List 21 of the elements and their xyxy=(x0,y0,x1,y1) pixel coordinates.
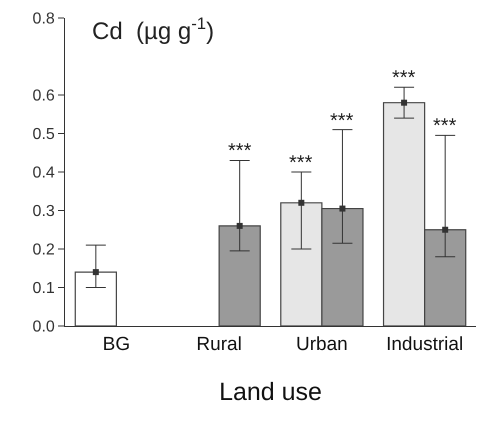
x-tick-label: Urban xyxy=(296,334,348,355)
annotation: *** xyxy=(289,152,313,174)
annotation: *** xyxy=(330,110,354,132)
chart-title: Cd (µg g$^{-1}$) xyxy=(92,14,214,46)
y-tick-label: 0.0 xyxy=(32,318,55,336)
bar xyxy=(218,225,261,326)
y-tick-label: 0.6 xyxy=(32,88,55,105)
annotation: *** xyxy=(433,115,457,137)
y-tick-label: 0.8 xyxy=(32,10,55,28)
bar xyxy=(74,272,117,326)
y-tick-label: 0.2 xyxy=(32,242,55,259)
x-axis-title: Land use xyxy=(219,378,322,406)
x-tick-label: Rural xyxy=(196,334,242,355)
y-tick-label: 0.3 xyxy=(32,203,55,220)
x-tick-label: Industrial xyxy=(386,334,464,355)
y-tick-label: 0.1 xyxy=(32,280,55,298)
y-tick-label: 0.5 xyxy=(32,126,55,144)
x-tick-label: BG xyxy=(102,334,130,355)
annotation: *** xyxy=(228,140,252,162)
annotation: *** xyxy=(392,67,416,89)
y-tick-label: 0.4 xyxy=(32,164,55,182)
